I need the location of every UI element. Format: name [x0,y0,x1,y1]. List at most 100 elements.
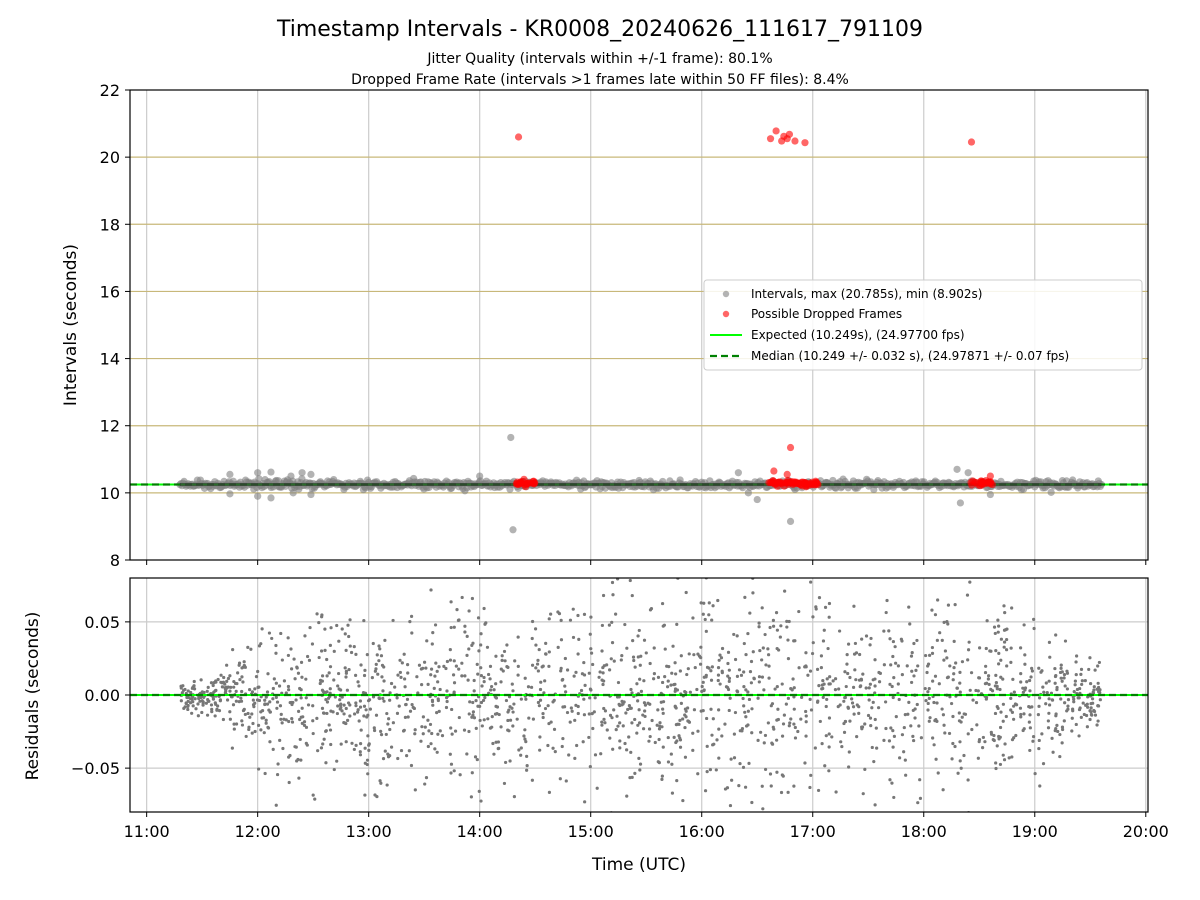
residual-point [884,610,888,615]
residual-point [768,772,773,776]
residual-point [251,698,255,702]
residual-point [723,787,728,791]
residual-point [405,697,410,701]
residual-point [1073,683,1077,687]
residual-point [847,750,851,754]
residual-point [375,653,379,657]
residual-point [295,759,299,763]
residual-point [803,761,807,765]
residual-point [997,662,1001,666]
residual-point [994,766,998,771]
residual-point [380,675,384,679]
residual-point [656,675,661,680]
residual-point [440,734,445,738]
residual-point [987,682,991,687]
residual-point [513,659,517,663]
residual-point [720,734,724,738]
residual-point [833,688,838,692]
residual-point [678,718,682,723]
residual-point [567,753,571,757]
residual-point [852,604,856,608]
residual-point [1065,687,1070,691]
residual-point [752,676,756,680]
residual-point [760,658,764,662]
x-tick-label-5: 16:00 [679,822,725,841]
residual-point [847,765,851,769]
residual-point [631,655,636,659]
residual-point [718,653,722,657]
residual-point [472,678,476,683]
residual-point [846,706,850,710]
residual-point [482,718,486,722]
residual-point [1058,732,1062,737]
residual-point [733,710,738,715]
interval-point [734,469,742,477]
residual-point [793,639,797,643]
residual-point [1059,697,1063,701]
residual-point [670,791,675,795]
residual-point [354,652,358,657]
residual-point [552,727,557,731]
residual-point [429,667,434,671]
residual-point [505,643,509,647]
residual-point [302,720,307,724]
interval-point [744,489,752,497]
residual-point [891,654,895,659]
residual-point [686,706,690,710]
residual-point [868,716,873,720]
top-marks [130,127,1148,534]
residual-point [377,659,381,663]
residual-point [1062,673,1067,677]
residual-point [389,681,394,686]
residual-point [884,726,888,731]
residual-point [531,717,535,721]
dropped-frame-point [802,483,810,491]
residual-point [589,651,594,655]
residual-point [743,785,748,789]
residual-point [711,717,715,721]
residual-point [817,596,822,600]
residual-point [827,732,831,736]
residual-point [702,688,706,692]
residual-point [771,618,775,622]
residual-point [660,777,664,781]
residual-point [307,658,312,662]
residual-point [816,699,820,703]
residual-point [757,675,762,679]
residual-point [954,661,958,665]
residual-point [257,698,262,703]
residual-point [560,678,564,682]
residual-point [840,744,844,749]
residual-point [716,678,720,683]
residual-point [717,756,721,760]
residual-point [287,688,291,692]
residual-point [481,698,486,703]
residual-point [399,675,403,679]
residual-point [889,726,893,730]
residual-point [444,696,449,700]
residual-point [671,644,675,648]
residual-point [365,758,370,762]
residual-point [506,665,510,669]
residual-point [519,746,523,750]
residual-point [463,630,467,634]
residual-point [666,735,670,740]
residual-point [709,707,713,711]
interval-point [786,517,795,525]
residual-point [419,667,423,671]
residual-point [744,724,749,728]
residual-point [859,684,863,688]
residual-point [705,716,709,721]
interval-point [289,489,297,497]
residual-point [1046,719,1050,723]
residual-point [867,686,871,690]
residual-point [699,645,703,649]
residual-point [821,679,825,683]
residual-point [998,568,1001,571]
residual-point [342,712,346,716]
residual-point [325,674,329,678]
residual-point [587,671,591,675]
residual-point [319,649,324,653]
residual-point [873,677,877,681]
residual-point [264,695,268,699]
